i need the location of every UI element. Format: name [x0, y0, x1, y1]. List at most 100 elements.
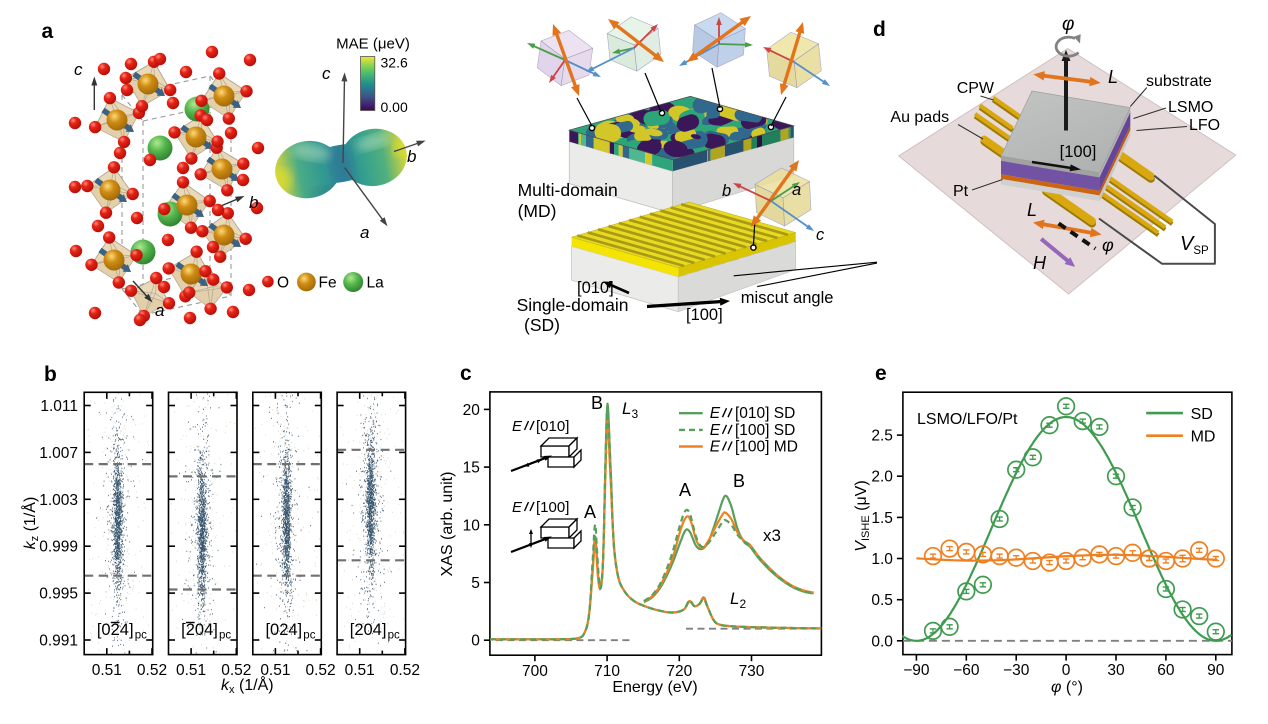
svg-text:−30: −30 [1003, 662, 1030, 679]
svg-text:pc: pc [219, 630, 231, 642]
svg-text:a: a [155, 301, 164, 320]
svg-text:c: c [322, 64, 331, 83]
svg-text:XAS (arb. unit): XAS (arb. unit) [439, 472, 456, 577]
svg-text:[100]: [100] [1060, 143, 1097, 161]
svg-text:LSMO: LSMO [1168, 99, 1213, 116]
svg-text:L: L [1108, 67, 1118, 87]
svg-text:[024]: [024] [97, 621, 134, 639]
svg-text:90: 90 [1207, 662, 1225, 679]
svg-text:60: 60 [1157, 662, 1175, 679]
svg-text:0.51: 0.51 [176, 662, 206, 679]
svg-text:[100]: [100] [536, 499, 569, 516]
svg-text:32.6: 32.6 [381, 55, 408, 71]
svg-text:H: H [1033, 253, 1047, 273]
svg-text:0.52: 0.52 [306, 662, 336, 679]
svg-text:0.999: 0.999 [39, 539, 78, 556]
svg-text:VISHE (μV): VISHE (μV) [853, 480, 872, 551]
svg-text:LFO: LFO [1189, 117, 1220, 134]
svg-text:c: c [74, 60, 83, 79]
svg-text:substrate: substrate [1146, 73, 1212, 90]
svg-text:E: E [710, 439, 721, 456]
svg-text:[100] MD: [100] MD [735, 439, 798, 456]
svg-text:0.51: 0.51 [345, 662, 375, 679]
svg-text:10: 10 [463, 517, 481, 534]
svg-text:A: A [679, 480, 691, 500]
svg-text:[100]: [100] [686, 306, 723, 324]
svg-text:Pt: Pt [953, 183, 969, 200]
svg-text:0.991: 0.991 [39, 633, 78, 650]
svg-text:2.0: 2.0 [871, 469, 893, 486]
svg-text:0.995: 0.995 [39, 586, 78, 603]
svg-text:0.00: 0.00 [381, 99, 408, 115]
svg-text:0: 0 [1062, 662, 1071, 679]
svg-text:0.51: 0.51 [92, 662, 122, 679]
svg-text:B: B [591, 393, 603, 413]
svg-text:15: 15 [463, 460, 480, 477]
svg-text:[010]: [010] [577, 279, 614, 297]
svg-text:0.52: 0.52 [390, 662, 420, 679]
svg-text:730: 730 [739, 663, 765, 680]
svg-text:kx (1/Å): kx (1/Å) [221, 675, 274, 696]
svg-text:c: c [460, 362, 472, 385]
svg-text:x3: x3 [763, 526, 781, 545]
svg-text:L3: L3 [622, 399, 638, 421]
svg-text:kz (1/Å): kz (1/Å) [20, 497, 41, 550]
svg-text:−90: −90 [903, 662, 930, 679]
svg-text:L: L [1027, 200, 1037, 220]
svg-text:5: 5 [471, 575, 480, 592]
svg-text:0.5: 0.5 [871, 592, 893, 609]
svg-text:700: 700 [522, 663, 548, 680]
svg-text:[010]: [010] [536, 418, 569, 435]
svg-text:710: 710 [594, 663, 620, 680]
svg-text:720: 720 [666, 663, 692, 680]
svg-text:(MD): (MD) [518, 201, 557, 221]
svg-text:c: c [816, 226, 825, 244]
svg-text:1.0: 1.0 [871, 551, 893, 568]
svg-text:E: E [710, 422, 721, 439]
svg-text:pc: pc [303, 630, 315, 642]
svg-text:L2: L2 [730, 589, 746, 611]
svg-text:Single-domain: Single-domain [517, 295, 629, 315]
svg-text:0.0: 0.0 [871, 633, 893, 650]
svg-text:b: b [249, 193, 258, 212]
svg-text:1.5: 1.5 [871, 510, 893, 527]
svg-text:E: E [512, 499, 523, 516]
svg-text:A: A [584, 502, 596, 522]
svg-text:E: E [512, 418, 523, 435]
svg-text:b: b [722, 182, 731, 200]
svg-text:[024]: [024] [265, 621, 302, 639]
svg-text:0.52: 0.52 [221, 662, 251, 679]
svg-text:φ: φ [1102, 235, 1114, 255]
svg-text:a: a [360, 223, 369, 242]
svg-text:d: d [873, 18, 886, 41]
svg-text:φ: φ [1062, 14, 1074, 35]
svg-text:MAE (μeV): MAE (μeV) [336, 36, 410, 53]
svg-text:1.003: 1.003 [39, 492, 78, 509]
svg-text:B: B [733, 471, 745, 491]
svg-text:1.011: 1.011 [40, 398, 78, 415]
svg-text:φ (°): φ (°) [1051, 679, 1083, 696]
svg-text:a: a [42, 20, 54, 43]
svg-text:0: 0 [471, 633, 480, 650]
svg-text:[100] SD: [100] SD [735, 422, 795, 439]
svg-text:e: e [875, 362, 887, 385]
svg-text:2.5: 2.5 [871, 428, 893, 445]
svg-text:Multi-domain: Multi-domain [518, 180, 618, 200]
svg-text:Fe: Fe [319, 275, 337, 292]
svg-text:Au pads: Au pads [890, 109, 949, 126]
svg-text:a: a [792, 181, 801, 199]
svg-text:E: E [710, 405, 721, 422]
svg-text:0.51: 0.51 [260, 662, 290, 679]
svg-text:VSP: VSP [1180, 233, 1209, 257]
svg-text:MD: MD [1191, 429, 1216, 446]
svg-text:O: O [277, 275, 289, 292]
svg-text:Energy (eV): Energy (eV) [612, 679, 697, 696]
svg-text:pc: pc [388, 630, 400, 642]
svg-text:[010] SD: [010] SD [735, 405, 795, 422]
svg-text:[204]: [204] [350, 621, 387, 639]
svg-text:miscut angle: miscut angle [741, 289, 834, 307]
svg-text:[204]: [204] [181, 621, 218, 639]
svg-text:pc: pc [135, 630, 147, 642]
svg-text:30: 30 [1107, 662, 1125, 679]
svg-text:0.52: 0.52 [137, 662, 167, 679]
